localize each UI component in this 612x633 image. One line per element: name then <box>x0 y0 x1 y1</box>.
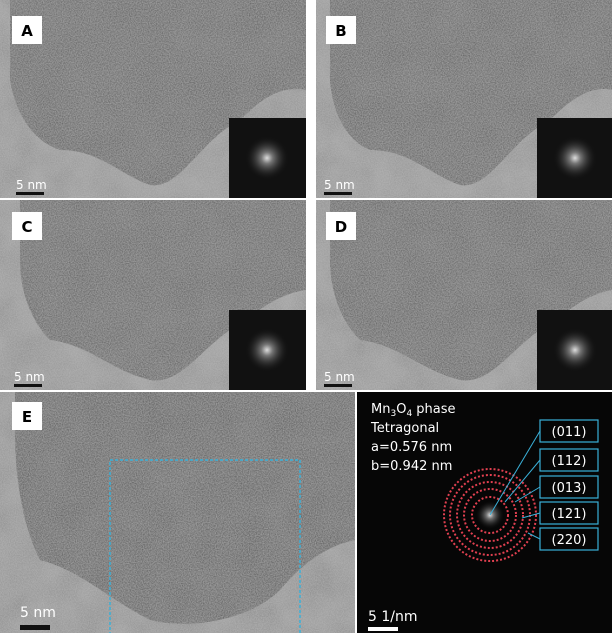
scale-bar: 5 nm <box>16 178 47 195</box>
figure: A B C D E 5 nm 5 nm 5 nm 5 nm 5 nm (011)… <box>0 0 612 633</box>
ring-label: (220) <box>552 533 587 548</box>
panel-label: A <box>12 16 42 44</box>
crystal-system: Tetragonal <box>370 421 439 436</box>
ring-label: (112) <box>552 454 587 469</box>
scale-bar-label: 5 nm <box>20 605 56 621</box>
scale-bar-label: 5 nm <box>16 178 47 192</box>
scale-bar: 5 nm <box>14 370 45 387</box>
scale-bar-label: 5 nm <box>324 370 355 384</box>
panel-label-text: C <box>21 218 32 236</box>
ring-label: (121) <box>552 507 587 522</box>
phase-part: O <box>396 402 406 417</box>
panel-label-text: D <box>335 218 347 236</box>
scale-bar-label: 5 1/nm <box>368 609 418 625</box>
panel-label: E <box>12 402 42 430</box>
panel-label: B <box>326 16 356 44</box>
panel-label-text: A <box>21 22 33 40</box>
phase-part: Mn <box>371 402 390 417</box>
scale-bar-label: 5 nm <box>14 370 45 384</box>
scale-bar: 5 nm <box>324 370 355 387</box>
fft-inset <box>537 310 612 390</box>
panel-label: C <box>12 212 42 240</box>
scale-bar <box>368 627 398 631</box>
lattice-a: a=0.576 nm <box>371 440 452 455</box>
ring-label: (011) <box>552 425 587 440</box>
phase-part: phase <box>412 402 455 417</box>
panel-label-text: E <box>22 408 32 426</box>
panel-label-text: B <box>335 22 346 40</box>
scale-bar: 5 nm <box>324 178 355 195</box>
panel-label: D <box>326 212 356 240</box>
tem-image <box>0 392 355 633</box>
fft-panel: (011) (112) (013) (121) (220) Mn3O4 phas… <box>357 392 612 633</box>
fft-inset <box>537 118 612 198</box>
phase-label: Mn3O4 phase <box>371 402 456 419</box>
lattice-b: b=0.942 nm <box>371 459 452 474</box>
scale-bar-label: 5 nm <box>324 178 355 192</box>
ring-label: (013) <box>552 481 587 496</box>
fft-inset <box>229 118 306 198</box>
fft-inset <box>229 310 306 390</box>
